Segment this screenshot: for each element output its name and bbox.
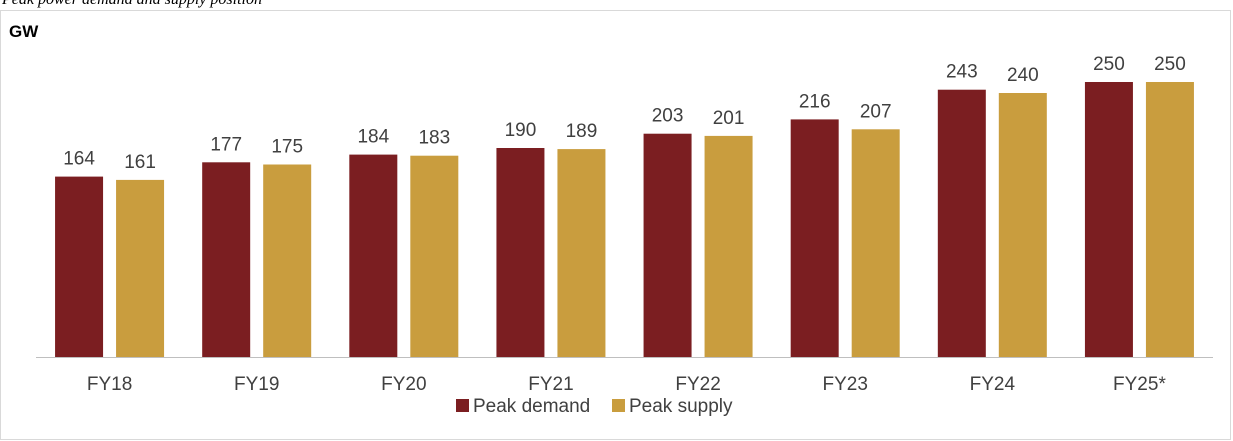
data-label: 207	[860, 101, 892, 122]
data-label: 203	[652, 106, 684, 127]
bar-peak-supply	[263, 164, 312, 357]
bar-peak-demand	[1084, 82, 1133, 357]
data-label: 201	[713, 108, 745, 129]
data-label: 189	[566, 121, 598, 142]
bar-peak-demand	[643, 133, 692, 357]
bar-peak-supply	[410, 155, 459, 357]
x-tick-label: FY19	[234, 374, 279, 395]
data-label: 164	[63, 149, 95, 170]
data-label: 183	[418, 128, 450, 149]
chart-frame	[0, 10, 1231, 440]
chart-heading: Peak power demand and supply position	[2, 0, 262, 9]
bar-peak-demand	[496, 148, 545, 357]
x-tick-label: FY20	[381, 374, 426, 395]
bar-peak-demand	[55, 176, 104, 357]
data-label: 240	[1007, 65, 1039, 86]
data-label: 216	[799, 91, 831, 112]
data-label: 184	[357, 127, 389, 148]
data-label: 177	[210, 134, 242, 155]
x-tick-label: FY25*	[1113, 374, 1166, 395]
bar-peak-supply	[704, 135, 753, 357]
bar-peak-demand	[790, 119, 839, 358]
data-label: 243	[946, 62, 978, 83]
x-tick-label: FY21	[528, 374, 573, 395]
y-axis-unit-label: GW	[9, 22, 39, 41]
data-label: 250	[1093, 54, 1125, 75]
x-tick-label: FY18	[87, 374, 132, 395]
bar-peak-supply	[998, 93, 1047, 357]
x-tick-label: FY22	[675, 374, 720, 395]
legend-swatch	[456, 399, 469, 412]
bar-peak-demand	[202, 162, 251, 357]
x-tick-label: FY24	[970, 374, 1016, 395]
bar-peak-supply	[1145, 82, 1194, 357]
data-label: 190	[505, 120, 537, 141]
legend-label: Peak demand	[473, 396, 590, 417]
bar-peak-demand	[937, 89, 986, 357]
bar-peak-supply	[851, 129, 900, 357]
bar-peak-supply	[116, 179, 165, 357]
data-label: 175	[271, 137, 303, 158]
data-label: 250	[1154, 54, 1186, 75]
bar-peak-supply	[557, 149, 606, 357]
legend-swatch	[612, 399, 625, 412]
x-tick-label: FY23	[822, 374, 867, 395]
data-label: 161	[124, 152, 156, 173]
bar-peak-demand	[349, 154, 398, 357]
legend-label: Peak supply	[629, 396, 733, 417]
